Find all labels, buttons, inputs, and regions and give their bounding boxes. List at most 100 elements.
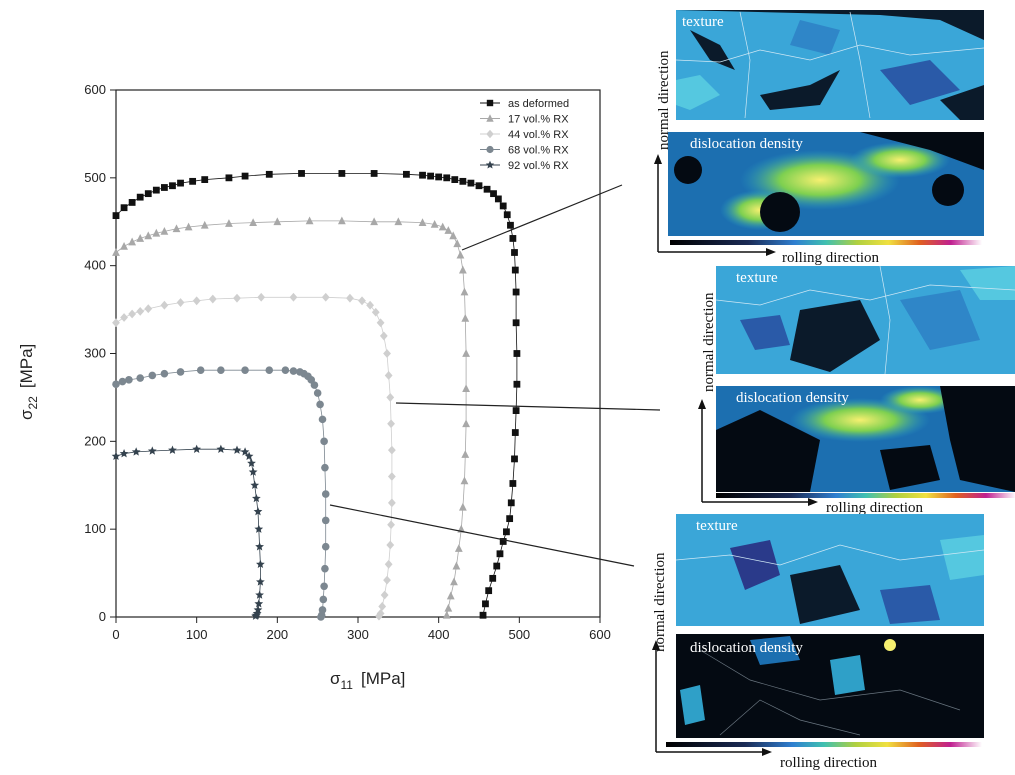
data-point xyxy=(313,389,322,397)
data-point xyxy=(273,217,282,226)
data-point xyxy=(509,235,517,242)
data-point xyxy=(247,458,256,468)
x-tick-label: 0 xyxy=(112,627,119,642)
data-point xyxy=(112,212,120,220)
data-point xyxy=(459,177,467,185)
data-point xyxy=(387,472,396,481)
data-point xyxy=(379,331,388,341)
data-point xyxy=(257,292,266,302)
data-point xyxy=(160,227,169,235)
legend: as deformed 17 vol.% RX 44 vol.% RX 68 vol.… xyxy=(480,98,569,172)
data-point xyxy=(403,170,410,178)
data-point xyxy=(316,400,324,409)
data-point xyxy=(289,292,298,302)
data-point xyxy=(475,182,483,190)
data-point xyxy=(317,613,325,621)
data-point xyxy=(427,172,434,180)
data-point xyxy=(200,220,209,229)
data-point xyxy=(370,170,378,177)
data-point xyxy=(192,444,202,453)
data-point xyxy=(346,293,354,303)
micrograph-panel-3: texture dislocation density normal direc… xyxy=(652,514,985,771)
data-point xyxy=(251,611,260,620)
data-point xyxy=(118,377,127,386)
data-point xyxy=(453,239,462,248)
y-tick-label: 500 xyxy=(84,170,106,185)
data-point xyxy=(452,561,461,570)
data-point xyxy=(244,451,254,460)
data-point xyxy=(192,296,201,306)
data-point xyxy=(241,172,249,180)
rolling-direction-label-2: rolling direction xyxy=(826,500,924,516)
data-point xyxy=(479,611,487,619)
data-point xyxy=(512,319,520,327)
y-tick-label: 400 xyxy=(84,258,106,273)
data-point xyxy=(256,559,265,569)
series-68-vol-rx xyxy=(112,366,330,621)
data-point xyxy=(376,318,385,328)
data-point xyxy=(152,186,160,194)
data-point xyxy=(144,231,153,240)
normal-direction-label-2: normal direction xyxy=(701,292,717,392)
data-point xyxy=(511,249,518,256)
data-point xyxy=(494,195,502,203)
data-point xyxy=(483,185,491,193)
data-point xyxy=(119,449,129,458)
data-point xyxy=(444,603,453,612)
data-point xyxy=(387,520,395,530)
data-point xyxy=(112,248,120,256)
data-point xyxy=(513,380,521,388)
data-point xyxy=(509,480,517,487)
data-point xyxy=(216,444,226,453)
data-point xyxy=(375,611,383,621)
data-point xyxy=(435,173,443,181)
y-tick-label: 300 xyxy=(84,346,106,361)
series-as-deformed xyxy=(112,170,521,619)
data-point xyxy=(496,550,504,558)
y-tick-label: 0 xyxy=(99,609,106,624)
data-point xyxy=(493,562,501,570)
legend-label: as deformed xyxy=(508,98,569,110)
data-point xyxy=(438,222,447,231)
data-point xyxy=(144,190,152,198)
data-point xyxy=(454,544,463,552)
connector-line-3 xyxy=(329,504,635,567)
texture-label-2: texture xyxy=(736,270,778,286)
data-point xyxy=(176,368,185,376)
legend-marker xyxy=(486,114,494,122)
data-point xyxy=(384,371,393,380)
data-point xyxy=(125,376,133,384)
data-point xyxy=(419,171,426,179)
data-point xyxy=(370,217,379,226)
data-point xyxy=(310,381,319,389)
data-point xyxy=(461,313,470,322)
data-point xyxy=(458,265,467,274)
data-point xyxy=(120,204,128,212)
data-point xyxy=(460,287,469,296)
data-point xyxy=(451,176,459,183)
y-axis-label: σ22[MPa] xyxy=(17,344,40,420)
series-line xyxy=(115,296,393,617)
data-point xyxy=(128,199,136,206)
y-tick-label: 100 xyxy=(84,521,106,536)
data-point xyxy=(251,493,261,503)
data-point xyxy=(456,250,465,259)
data-point xyxy=(320,437,328,446)
data-point xyxy=(503,211,511,219)
texture-map-1: texture xyxy=(675,10,985,120)
data-point xyxy=(256,577,265,586)
data-point xyxy=(225,174,233,182)
x-axis: 0 100 200 300 400 500 600 xyxy=(112,617,611,642)
data-point xyxy=(461,450,470,458)
data-point xyxy=(255,590,264,599)
data-point xyxy=(321,516,330,525)
data-point xyxy=(144,304,153,314)
data-point xyxy=(321,490,330,498)
data-point xyxy=(386,393,395,402)
dislocation-label-3: dislocation density xyxy=(690,640,803,656)
data-point xyxy=(148,371,157,380)
data-point xyxy=(128,309,137,319)
data-point xyxy=(490,190,497,198)
data-point xyxy=(208,294,217,304)
data-point xyxy=(512,288,520,296)
